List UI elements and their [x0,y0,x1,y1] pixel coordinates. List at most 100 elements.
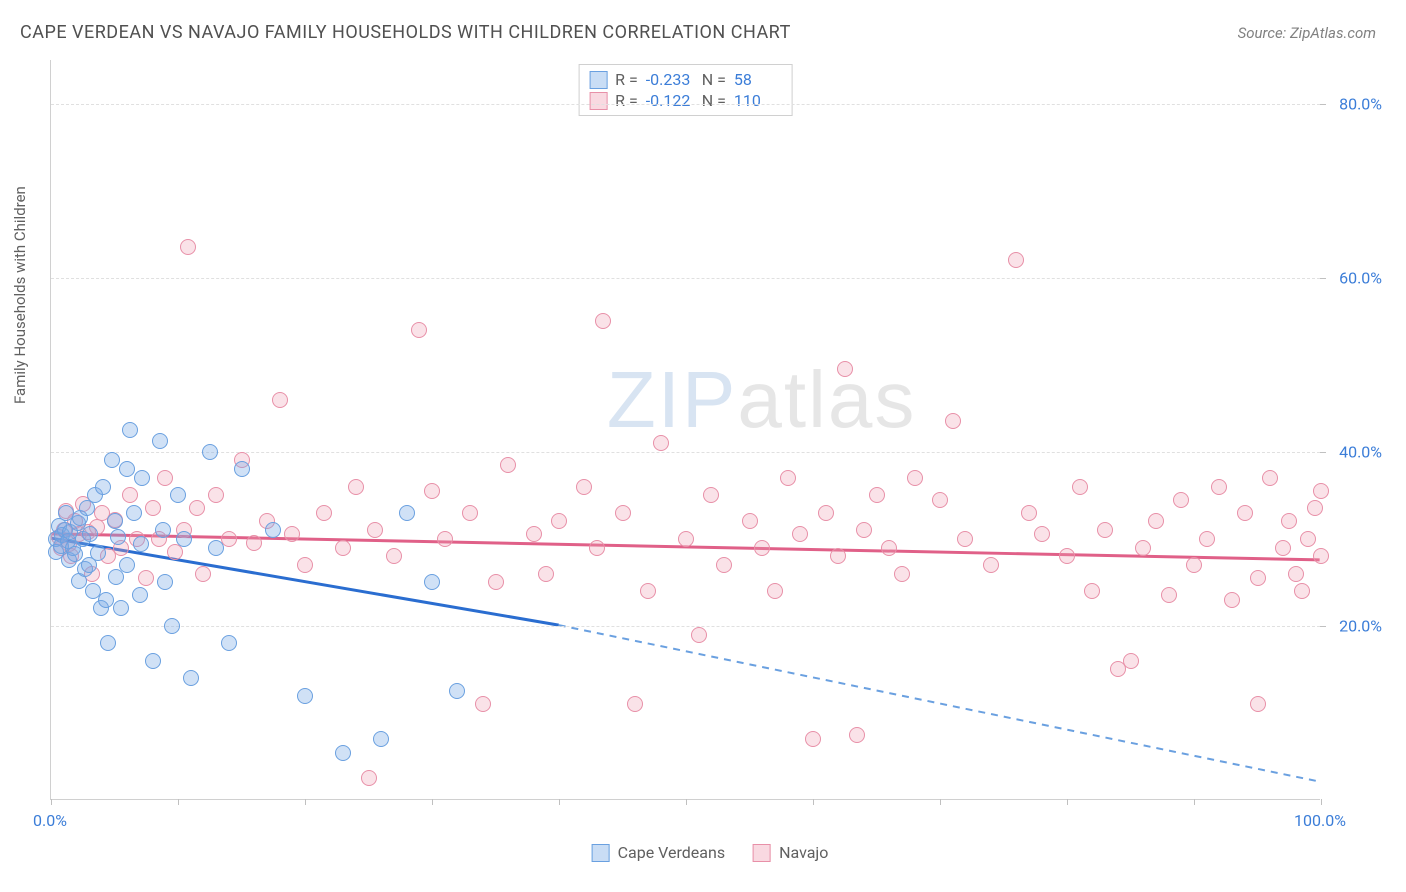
scatter-point [1211,479,1227,495]
scatter-point [792,526,808,542]
scatter-point [716,557,732,573]
bottom-legend: Cape Verdeans Navajo [592,843,829,862]
scatter-point [1199,531,1215,547]
scatter-point [246,535,262,551]
y-tick [1320,452,1326,453]
scatter-point [82,526,98,542]
swatch-pink-icon [589,92,607,110]
scatter-point [98,592,114,608]
scatter-point [348,479,364,495]
scatter-point [100,635,116,651]
scatter-point [1021,505,1037,521]
scatter-point [640,583,656,599]
scatter-point [221,635,237,651]
scatter-point [767,583,783,599]
scatter-point [1148,513,1164,529]
scatter-point [189,500,205,516]
gridline-h [51,626,1320,627]
y-tick [1320,104,1326,105]
scatter-point [183,670,199,686]
legend-item-navajo: Navajo [753,843,828,862]
stats-row-pink: R = -0.122 N = 110 [589,90,782,111]
scatter-point [1300,531,1316,547]
scatter-point [653,435,669,451]
scatter-point [837,361,853,377]
scatter-point [95,479,111,495]
x-tick [305,799,306,805]
scatter-point [449,683,465,699]
scatter-point [932,492,948,508]
scatter-point [164,618,180,634]
scatter-point [386,548,402,564]
scatter-point [1123,653,1139,669]
chart-header: CAPE VERDEAN VS NAVAJO FAMILY HOUSEHOLDS… [0,0,1406,53]
scatter-point [297,688,313,704]
chart-container: Family Households with Children ZIPatlas… [50,60,1370,830]
scatter-point [1224,592,1240,608]
chart-title: CAPE VERDEAN VS NAVAJO FAMILY HOUSEHOLDS… [20,22,791,43]
stats-legend-box: R = -0.233 N = 58 R = -0.122 N = 110 [578,64,793,116]
scatter-point [907,470,923,486]
scatter-point [1250,570,1266,586]
scatter-point [399,505,415,521]
y-tick-label: 80.0% [1339,94,1382,113]
scatter-point [122,422,138,438]
x-tick [1321,799,1322,805]
scatter-point [424,574,440,590]
scatter-point [157,470,173,486]
scatter-point [265,522,281,538]
scatter-point [1008,252,1024,268]
scatter-point [132,587,148,603]
scatter-point [691,627,707,643]
scatter-point [202,444,218,460]
source-attribution: Source: ZipAtlas.com [1238,24,1376,42]
scatter-point [849,727,865,743]
x-tick [940,799,941,805]
scatter-point [1313,548,1329,564]
scatter-point [1135,540,1151,556]
scatter-point [957,531,973,547]
scatter-point [589,540,605,556]
scatter-point [176,531,192,547]
scatter-point [119,461,135,477]
scatter-point [138,570,154,586]
x-tick [559,799,560,805]
scatter-point [170,487,186,503]
scatter-point [1237,505,1253,521]
y-tick-label: 40.0% [1339,442,1382,461]
scatter-point [208,487,224,503]
x-end-label: 100.0% [1294,811,1346,830]
scatter-point [1307,500,1323,516]
x-tick [51,799,52,805]
scatter-point [551,513,567,529]
scatter-point [538,566,554,582]
scatter-point [437,531,453,547]
gridline-h [51,104,1320,105]
scatter-point [462,505,478,521]
scatter-point [122,487,138,503]
trend-lines [51,60,1320,799]
scatter-point [1059,548,1075,564]
scatter-point [361,770,377,786]
scatter-point [373,731,389,747]
scatter-point [881,540,897,556]
y-tick [1320,626,1326,627]
scatter-point [500,457,516,473]
scatter-point [1173,492,1189,508]
x-tick [178,799,179,805]
scatter-point [1186,557,1202,573]
scatter-point [856,522,872,538]
scatter-point [627,696,643,712]
scatter-point [134,470,150,486]
scatter-point [133,536,149,552]
scatter-point [157,574,173,590]
x-start-label: 0.0% [33,811,67,830]
x-tick [813,799,814,805]
x-tick [1194,799,1195,805]
scatter-point [145,653,161,669]
scatter-point [818,505,834,521]
y-tick-label: 20.0% [1339,616,1382,635]
scatter-point [90,545,106,561]
plot-area: ZIPatlas R = -0.233 N = 58 R = -0.122 N … [50,60,1320,800]
swatch-pink-icon [753,844,771,862]
